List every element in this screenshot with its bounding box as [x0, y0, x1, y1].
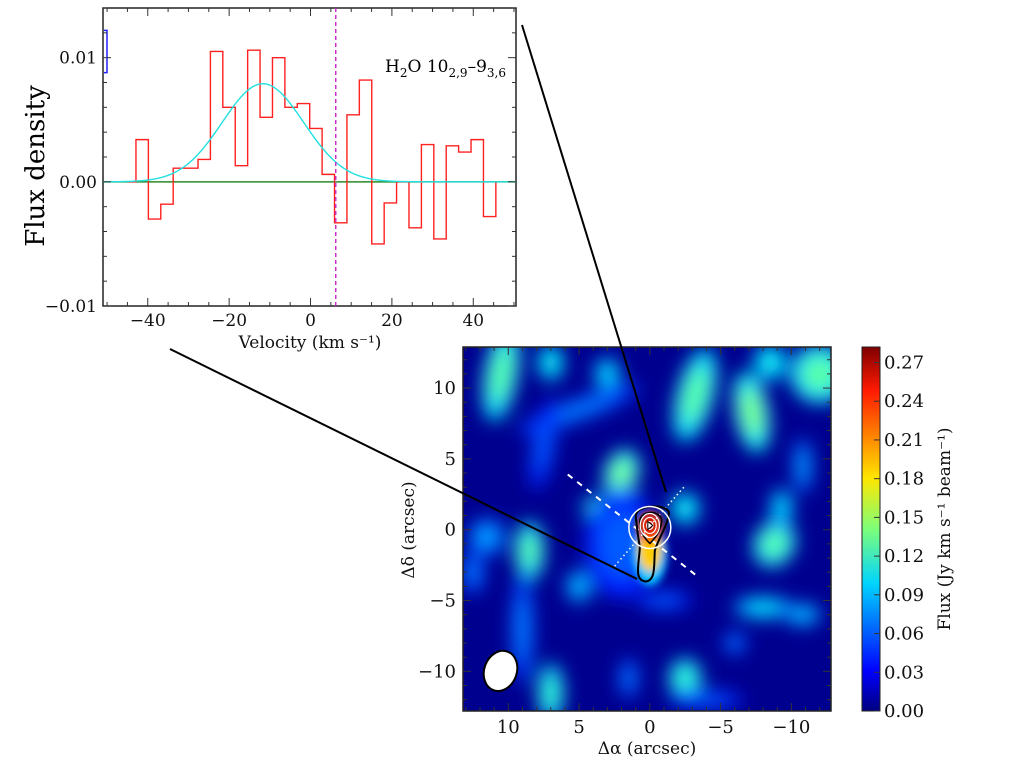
colorbar-tick-label: 0.21 — [884, 430, 924, 451]
emission-blob — [759, 351, 781, 374]
y-tick-label: 0.01 — [59, 49, 97, 69]
emission-blob — [520, 532, 539, 570]
y-tick-label: −5 — [429, 591, 456, 612]
y-tick-label: 5 — [445, 449, 456, 470]
emission-blob — [744, 600, 782, 615]
emission-blob — [801, 355, 831, 393]
major-axis-dashed-line — [567, 473, 700, 579]
x-tick-label: 5 — [573, 717, 584, 738]
spectrum-y-label: Flux density — [21, 85, 51, 247]
x-tick-label: −40 — [130, 311, 166, 331]
contour-white — [642, 516, 657, 535]
contour-outer — [634, 505, 670, 583]
spectrum-frame — [102, 7, 517, 307]
error-bar — [104, 29, 108, 74]
emission-blob — [791, 607, 815, 622]
beam-ellipse — [482, 649, 519, 692]
emission-blob — [681, 366, 709, 424]
spectrum-panel: −40 −20 0 20 40−0.010.000.01 H2O 102,9–93,6 … — [21, 7, 517, 353]
x-tick-label: 10 — [497, 717, 520, 738]
emission-blob — [571, 576, 587, 597]
map-frame — [462, 346, 832, 712]
connector-line-left — [169, 348, 638, 580]
emission-blob — [599, 363, 616, 385]
emission-blob — [598, 509, 645, 578]
y-tick-label: −10 — [418, 661, 456, 682]
colorbar-label: Flux (Jy km s⁻¹ beam⁻¹) — [935, 428, 955, 631]
emission-blob — [647, 594, 681, 607]
emission-blob — [542, 674, 559, 711]
y-tick-label: 0 — [445, 520, 456, 541]
y-tick-label: 10 — [433, 378, 456, 399]
colorbar-tick-label: 0.03 — [884, 662, 924, 683]
colorbar-tick-label: 0.06 — [884, 624, 924, 645]
spectrum-step-line — [127, 49, 497, 245]
colorbar-tick-label: 0.27 — [884, 352, 924, 373]
colorbar: 0.00 0.03 0.06 0.09 0.12 0.15 0.18 0.21 0.24 0.27… — [861, 346, 955, 722]
map-panel: 10 5 0 −5 −10 10 5 0 −5 −10 Δα (arcsec) Δδ (arcse… — [399, 346, 832, 759]
colorbar-gradient — [861, 346, 881, 712]
emission-blob — [797, 448, 809, 483]
map-y-label: Δδ (arcsec) — [399, 481, 419, 578]
contour-white — [639, 512, 661, 539]
colorbar-tick-label: 0.12 — [884, 546, 924, 567]
colorbar-tick-label: 0.00 — [884, 701, 924, 722]
map-x-label: Δα (arcsec) — [598, 739, 697, 759]
emission-blob — [761, 529, 788, 559]
colorbar-tick-label: 0.18 — [884, 469, 924, 490]
connector-line-right — [521, 24, 667, 493]
peak-marker — [647, 520, 654, 531]
emission-blob — [675, 665, 696, 691]
emission-blob — [541, 394, 617, 425]
x-tick-label: 40 — [462, 311, 484, 331]
x-tick-label: 20 — [381, 311, 403, 331]
spectrum-x-label: Velocity (km s⁻¹) — [238, 333, 382, 353]
emission-blob — [683, 694, 730, 706]
emission-blob — [515, 594, 530, 663]
x-tick-label: −5 — [707, 717, 734, 738]
emission-blob — [622, 665, 635, 691]
emission-blob — [466, 558, 480, 586]
emission-blob — [676, 498, 695, 519]
x-tick-label: −20 — [211, 311, 247, 331]
emission-blob — [489, 347, 513, 403]
colorbar-tick-label: 0.24 — [884, 391, 924, 412]
colorbar-tick-label: 0.09 — [884, 585, 924, 606]
colorbar-tick-label: 0.15 — [884, 507, 924, 528]
emission-blob — [727, 636, 742, 650]
emission-blob — [740, 387, 763, 437]
x-tick-label: −10 — [772, 717, 810, 738]
emission-blob — [774, 496, 789, 521]
aperture-circle — [628, 505, 672, 550]
gaussian-fit-curve — [103, 83, 516, 183]
line-annotation: H2O 102,9–93,6 — [385, 57, 506, 80]
emission-blob — [475, 525, 499, 549]
y-tick-label: 0.00 — [59, 173, 97, 193]
emission-blob — [610, 458, 633, 488]
emission-blob — [535, 416, 552, 473]
x-tick-label: 0 — [644, 717, 655, 738]
y-tick-label: −0.01 — [45, 297, 97, 317]
x-tick-label: 0 — [305, 311, 316, 331]
emission-blob — [542, 351, 559, 374]
